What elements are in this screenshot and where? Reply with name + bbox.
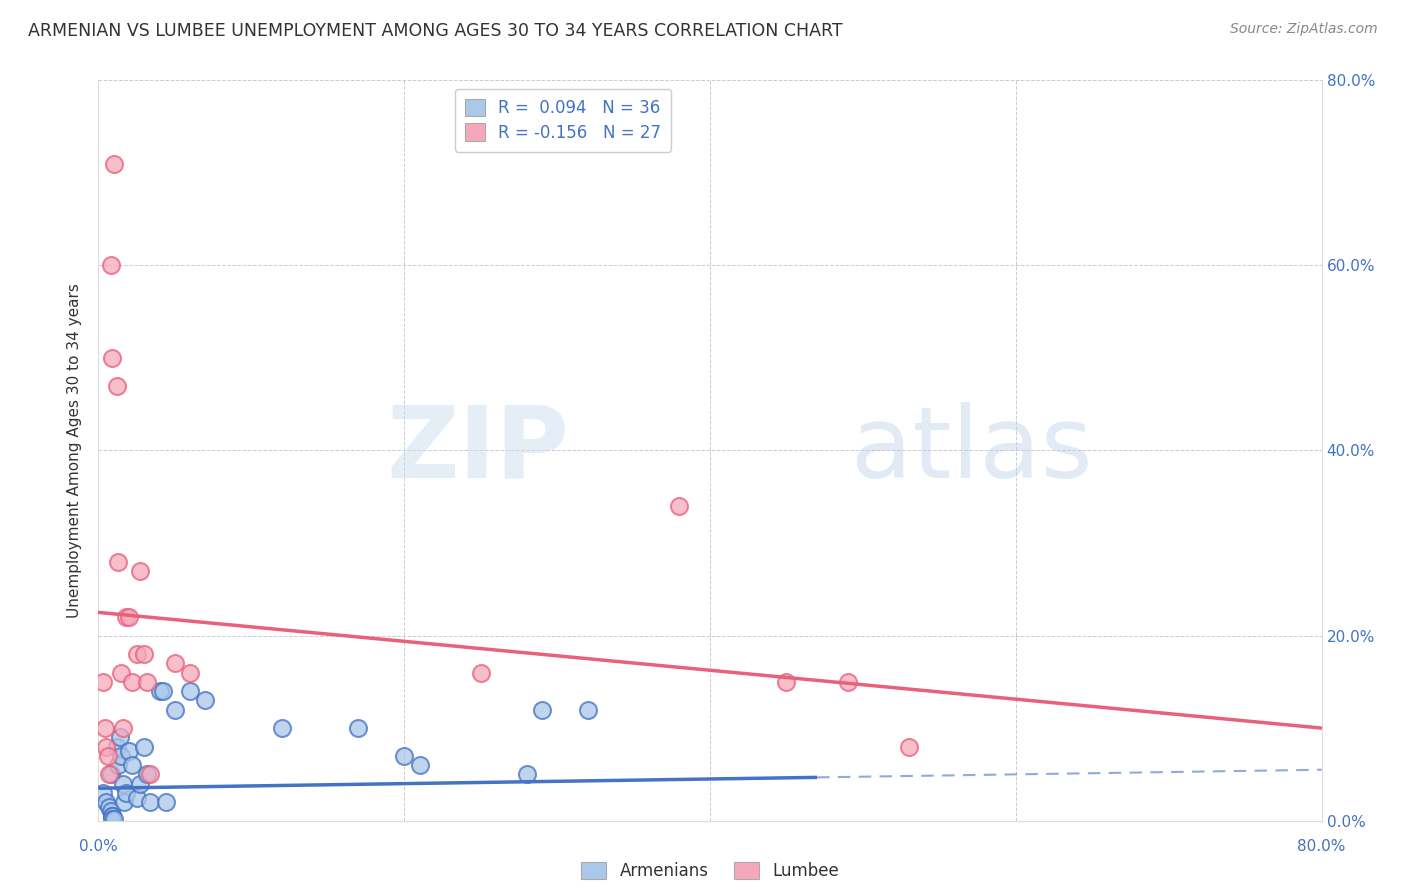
Point bbox=[115, 610, 138, 624]
Point bbox=[111, 721, 134, 735]
Point bbox=[136, 767, 159, 781]
Point bbox=[897, 739, 920, 754]
Point bbox=[139, 767, 162, 781]
Point bbox=[110, 665, 132, 680]
Point bbox=[118, 610, 141, 624]
Point bbox=[97, 748, 120, 763]
Point bbox=[408, 758, 430, 772]
Text: ZIP: ZIP bbox=[387, 402, 569, 499]
Legend: Armenians, Lumbee: Armenians, Lumbee bbox=[575, 855, 845, 887]
Point bbox=[392, 748, 416, 763]
Point bbox=[101, 351, 124, 365]
Point bbox=[155, 795, 177, 809]
Point bbox=[136, 674, 159, 689]
Point bbox=[115, 786, 138, 800]
Point bbox=[98, 799, 121, 814]
Text: 0.0%: 0.0% bbox=[79, 839, 118, 855]
Point bbox=[134, 647, 156, 661]
Point bbox=[108, 731, 131, 745]
Point bbox=[105, 739, 128, 754]
Point bbox=[94, 795, 117, 809]
Point bbox=[775, 674, 797, 689]
Point bbox=[111, 776, 134, 791]
Point bbox=[101, 809, 124, 823]
Point bbox=[347, 721, 370, 735]
Point bbox=[105, 378, 128, 392]
Text: ARMENIAN VS LUMBEE UNEMPLOYMENT AMONG AGES 30 TO 34 YEARS CORRELATION CHART: ARMENIAN VS LUMBEE UNEMPLOYMENT AMONG AG… bbox=[28, 22, 842, 40]
Point bbox=[118, 744, 141, 758]
Point bbox=[91, 674, 114, 689]
Point bbox=[179, 684, 201, 698]
Point bbox=[128, 564, 150, 578]
Point bbox=[163, 703, 186, 717]
Point bbox=[91, 786, 114, 800]
Point bbox=[101, 809, 124, 823]
Point bbox=[98, 767, 121, 781]
Point bbox=[101, 812, 124, 826]
Point bbox=[125, 790, 148, 805]
Text: 80.0%: 80.0% bbox=[1298, 839, 1346, 855]
Point bbox=[94, 739, 117, 754]
Point bbox=[139, 795, 162, 809]
Point bbox=[100, 805, 122, 819]
Point bbox=[516, 767, 538, 781]
Point bbox=[100, 259, 122, 273]
Point bbox=[163, 657, 186, 671]
Text: atlas: atlas bbox=[851, 402, 1092, 499]
Point bbox=[110, 748, 132, 763]
Point bbox=[530, 703, 553, 717]
Point bbox=[93, 721, 115, 735]
Point bbox=[128, 776, 150, 791]
Point bbox=[121, 674, 143, 689]
Point bbox=[125, 647, 148, 661]
Point bbox=[470, 665, 492, 680]
Point bbox=[107, 555, 129, 569]
Point bbox=[270, 721, 292, 735]
Point bbox=[134, 739, 156, 754]
Point bbox=[103, 156, 125, 170]
Point bbox=[576, 703, 599, 717]
Point bbox=[152, 684, 174, 698]
Point bbox=[103, 812, 125, 826]
Point bbox=[100, 767, 122, 781]
Point bbox=[149, 684, 172, 698]
Point bbox=[837, 674, 859, 689]
Point bbox=[107, 758, 129, 772]
Point bbox=[179, 665, 201, 680]
Point bbox=[112, 795, 135, 809]
Text: Source: ZipAtlas.com: Source: ZipAtlas.com bbox=[1230, 22, 1378, 37]
Point bbox=[194, 693, 217, 707]
Y-axis label: Unemployment Among Ages 30 to 34 years: Unemployment Among Ages 30 to 34 years bbox=[67, 283, 83, 618]
Point bbox=[668, 499, 690, 513]
Point bbox=[121, 758, 143, 772]
